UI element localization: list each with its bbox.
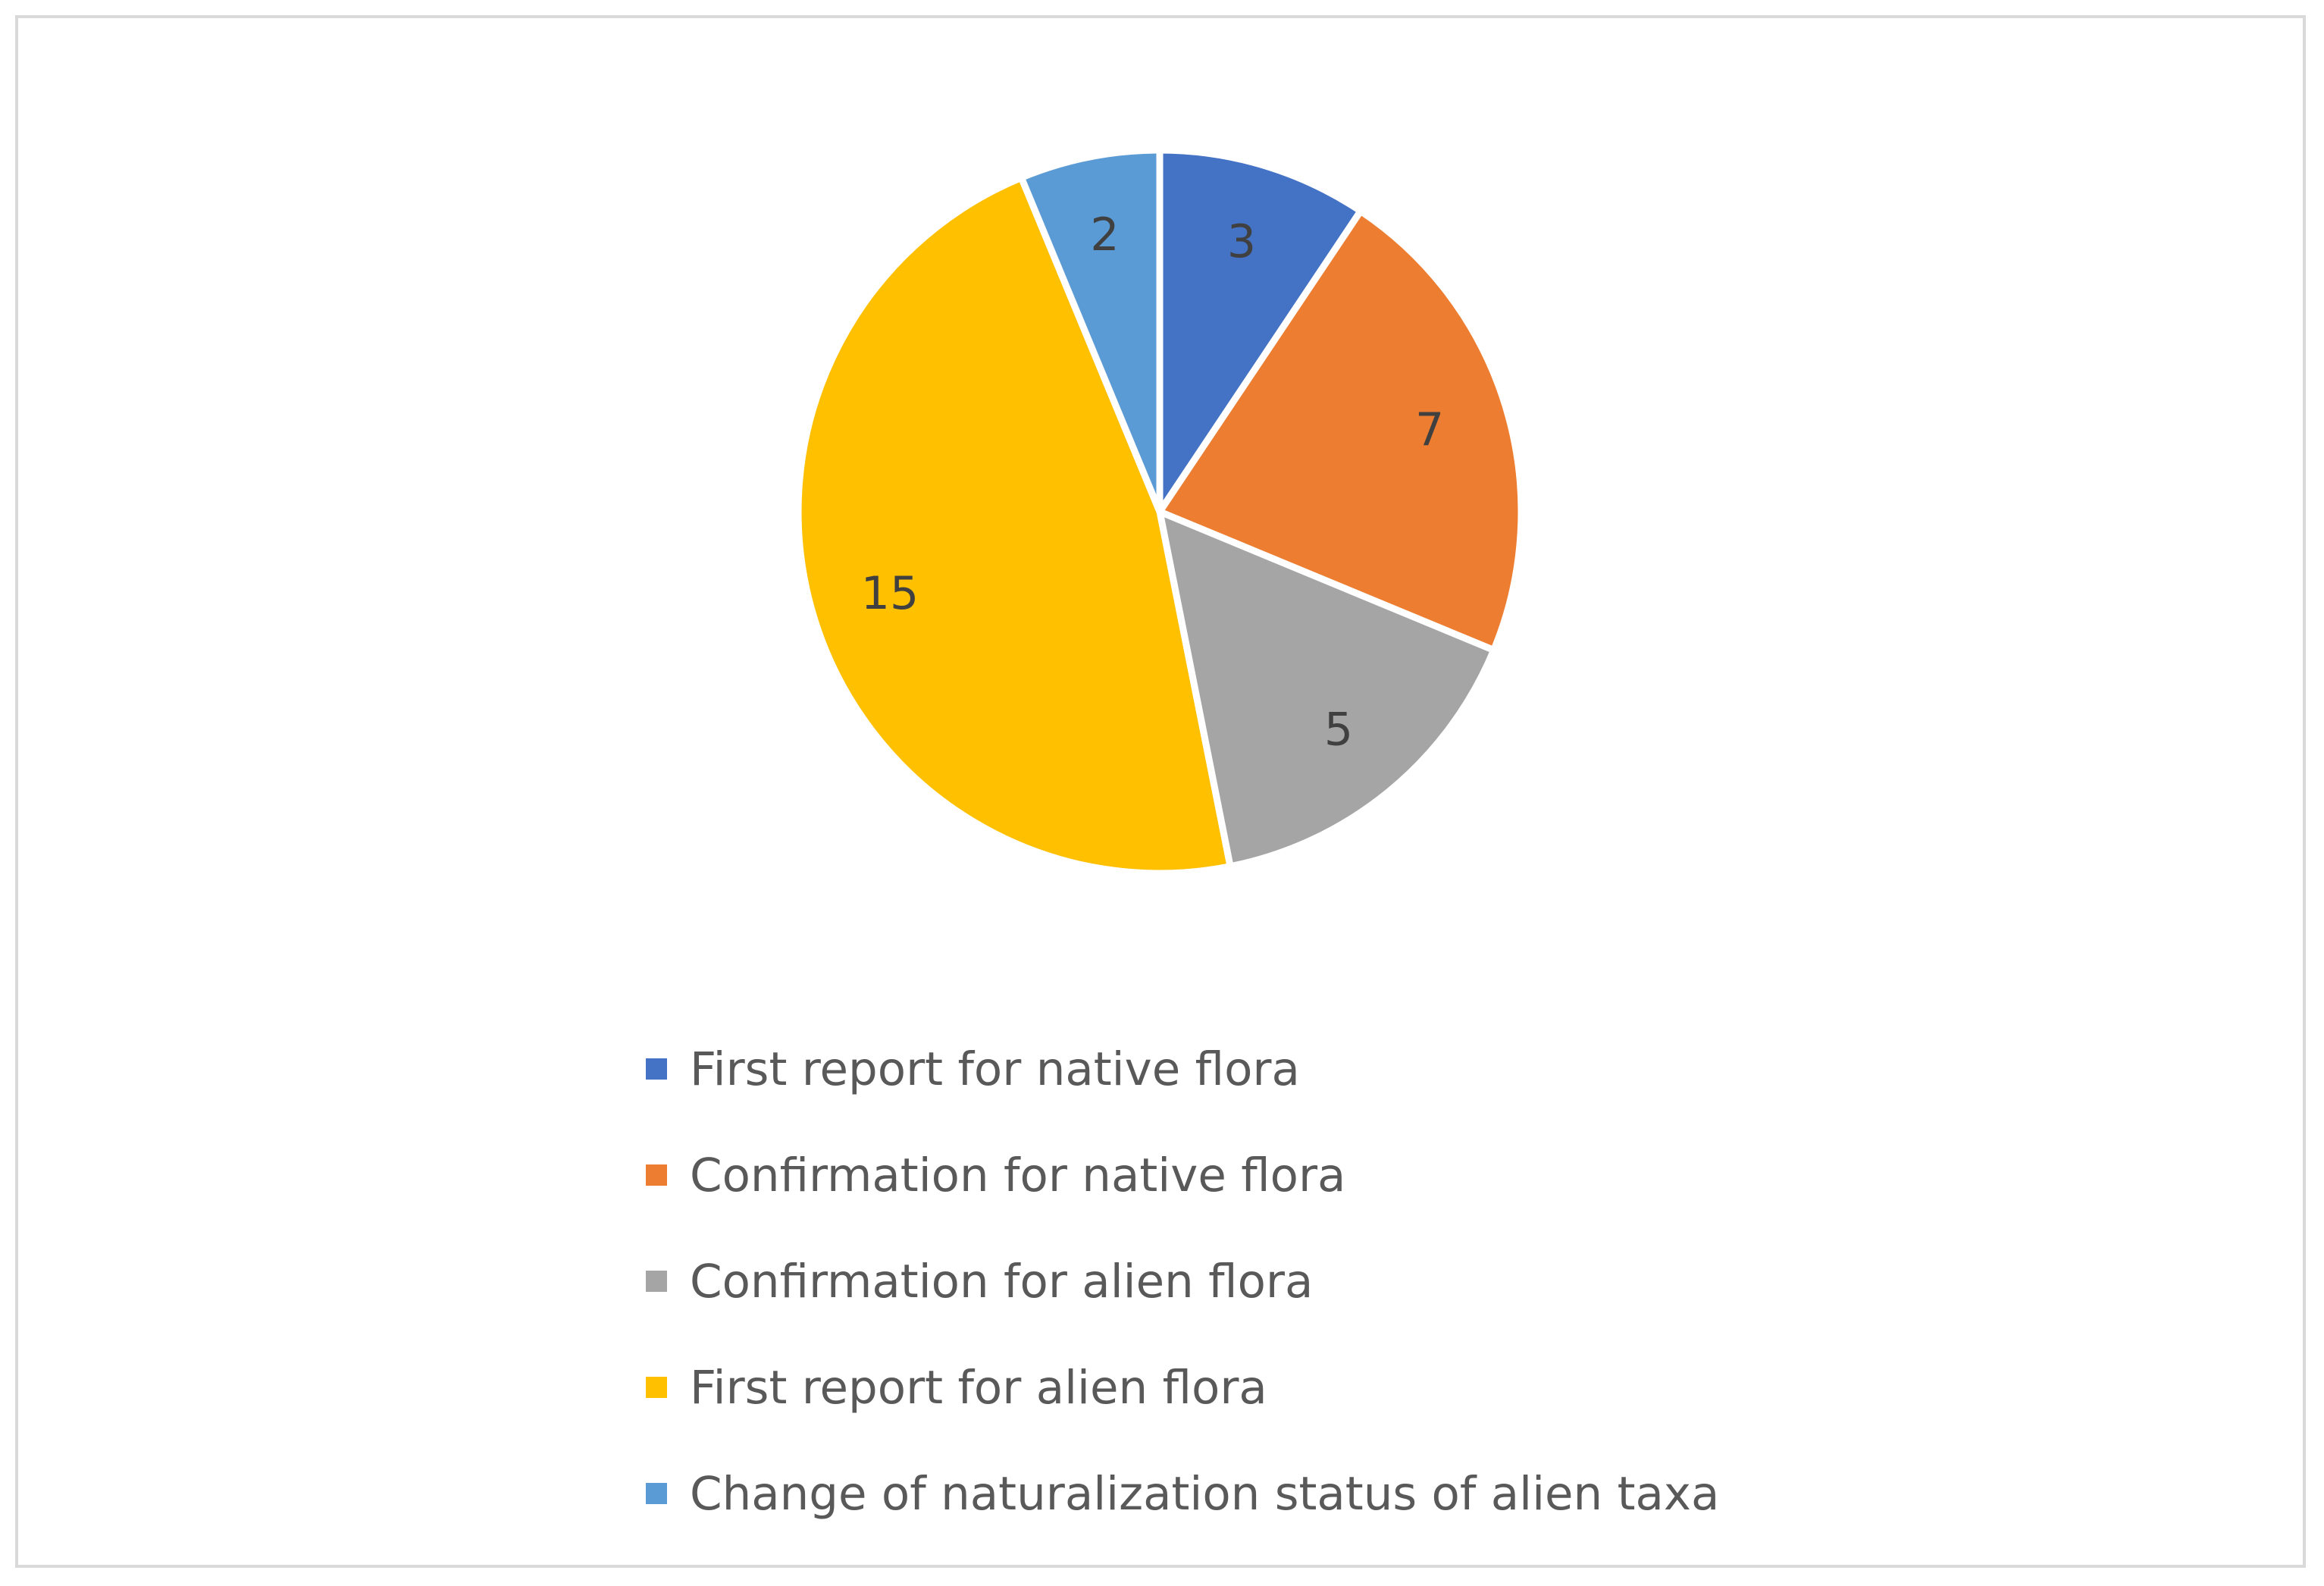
legend-label-5: Change of naturalization status of alien… [690, 1466, 1720, 1521]
legend-item-2: Confirmation for native flora [646, 1122, 2010, 1228]
legend-swatch-1 [646, 1058, 667, 1080]
legend-swatch-5 [646, 1483, 667, 1504]
legend-item-4: First report for alien flora [646, 1334, 2010, 1440]
pie-data-labels: 3 7 5 15 2 [861, 208, 1444, 757]
legend: First report for native flora Confirmatio… [646, 1016, 2010, 1547]
pie-slice-3 [1156, 508, 1498, 870]
pie-slices [794, 146, 1525, 877]
data-label-1: 3 [1227, 215, 1256, 268]
pie-slice-5 [1017, 146, 1164, 516]
pie-slice-1 [1156, 146, 1364, 516]
data-label-3: 5 [1324, 704, 1353, 757]
pie-slice-2 [1156, 207, 1525, 654]
data-label-5: 2 [1090, 208, 1119, 262]
legend-label-2: Confirmation for native flora [690, 1148, 1346, 1202]
data-label-4: 15 [861, 567, 919, 620]
legend-item-5: Change of naturalization status of alien… [646, 1440, 2010, 1547]
legend-swatch-3 [646, 1271, 667, 1292]
legend-swatch-4 [646, 1377, 667, 1398]
legend-item-1: First report for native flora [646, 1016, 2010, 1122]
pie-slice-4 [794, 174, 1234, 877]
legend-swatch-2 [646, 1164, 667, 1186]
legend-item-3: Confirmation for alien flora [646, 1228, 2010, 1334]
legend-label-1: First report for native flora [690, 1042, 1300, 1096]
legend-label-3: Confirmation for alien flora [690, 1254, 1314, 1309]
legend-label-4: First report for alien flora [690, 1360, 1267, 1415]
data-label-2: 7 [1415, 403, 1444, 456]
